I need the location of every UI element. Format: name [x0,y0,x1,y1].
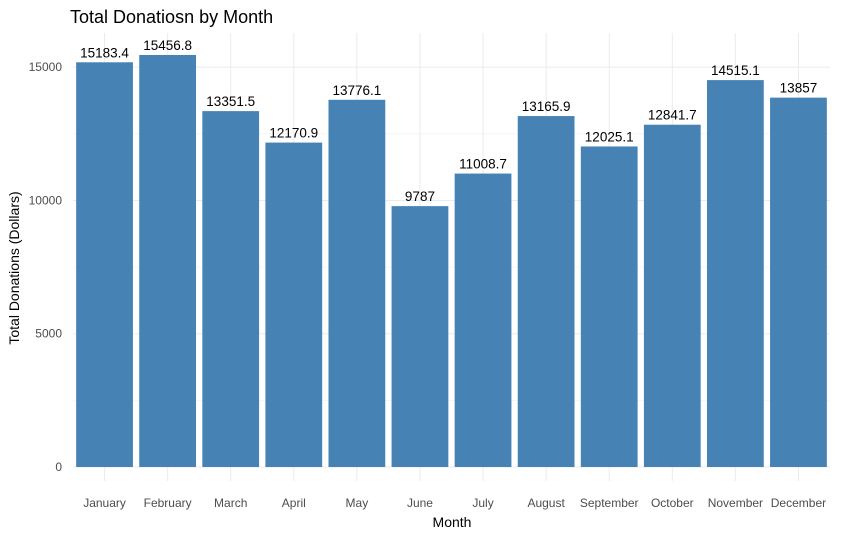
x-tick-label: February [144,496,192,510]
bar-value-label: 15456.8 [143,38,192,53]
y-axis-tick-labels: 0 5000 10000 15000 [29,60,63,474]
chart-title: Total Donatiosn by Month [70,7,273,27]
x-tick-label: April [282,496,306,510]
bar [517,116,575,468]
bar [706,80,764,467]
x-axis-tick-labels: January February March April May June July Augu… [83,496,826,510]
x-tick-label: July [472,496,493,510]
bar [643,124,701,467]
x-tick-label: June [407,496,433,510]
bar [391,206,449,467]
x-tick-label: December [771,496,826,510]
bar-value-label: 13776.1 [332,83,381,98]
bar-value-label: 9787 [405,189,435,204]
value-labels: 15183.4 15456.8 13351.5 12170.9 13776.1 9787 1… [80,38,817,204]
y-tick-label: 10000 [29,193,63,207]
y-tick-label: 15000 [29,60,63,74]
bar [328,99,386,467]
x-tick-label: November [708,496,763,510]
y-tick-label: 5000 [35,327,62,341]
x-tick-label: September [580,496,639,510]
bar-value-label: 15183.4 [80,45,129,60]
bar [139,55,197,467]
bar-value-label: 12841.7 [648,108,697,123]
x-axis-title: Month [433,514,472,530]
bar [580,146,638,467]
x-tick-label: August [527,496,565,510]
bar-value-label: 13857 [780,81,818,96]
bar [76,62,133,467]
x-tick-label: October [651,496,694,510]
bar-value-label: 13165.9 [522,99,571,114]
bar [770,97,827,467]
y-tick-label: 0 [55,460,62,474]
y-axis-title: Total Donations (Dollars) [6,191,22,344]
bar-value-label: 12170.9 [269,126,318,141]
bar-value-label: 13351.5 [206,94,255,109]
x-tick-label: January [83,496,126,510]
bar [202,111,260,467]
bar-value-label: 11008.7 [459,157,507,172]
bar [265,142,323,467]
bar-value-label: 12025.1 [585,129,634,144]
bar-value-label: 14515.1 [711,63,760,78]
bar [454,173,512,467]
x-tick-label: March [214,496,247,510]
bar-series [76,55,827,468]
x-tick-label: May [346,496,369,510]
